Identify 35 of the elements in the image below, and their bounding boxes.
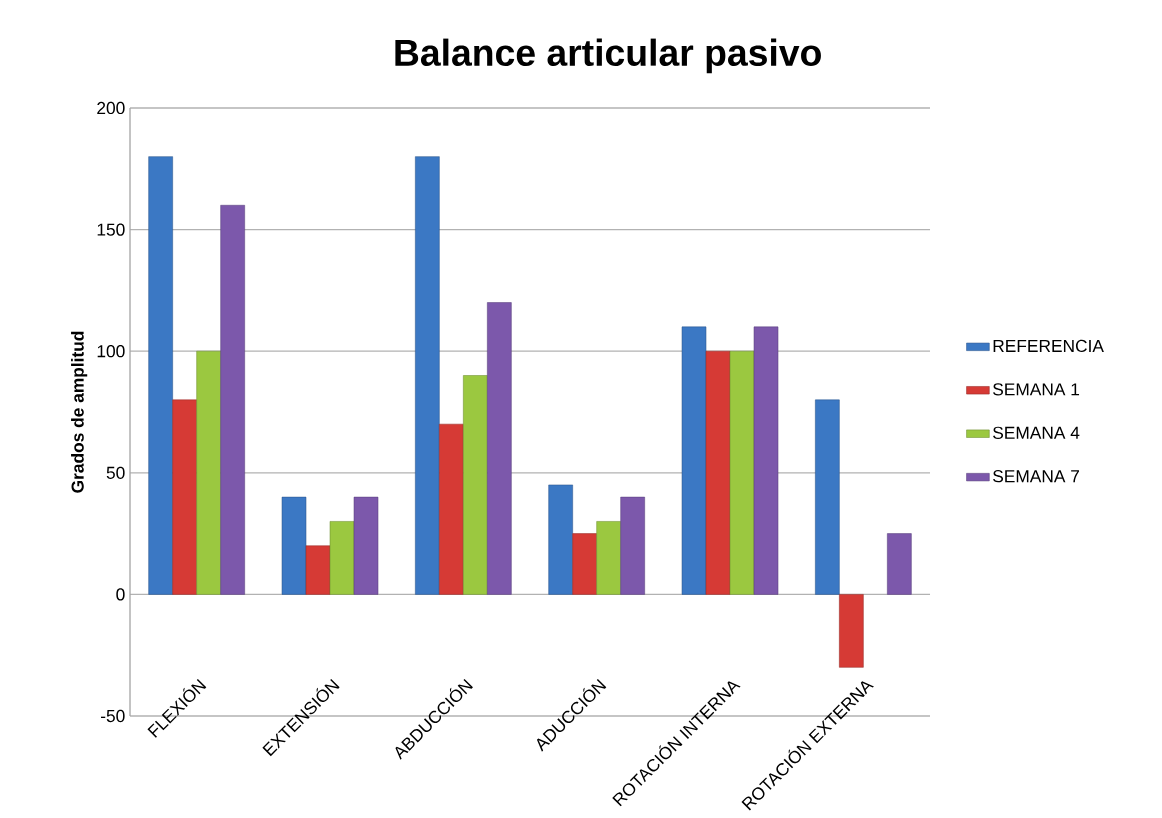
bar (439, 423, 464, 595)
y-tick-label: 0 (116, 588, 125, 601)
bar (305, 545, 331, 595)
y-axis-title: Grados de amplitud (71, 331, 88, 493)
legend-label: REFERENCIA (993, 339, 1104, 353)
bar (148, 156, 173, 595)
bar (596, 521, 621, 595)
bar (681, 326, 707, 595)
bar (172, 399, 197, 595)
bar (415, 156, 440, 595)
bar (839, 594, 864, 668)
bar (220, 205, 245, 595)
y-tick-label: 150 (97, 223, 125, 236)
y-tick-label: 200 (97, 101, 125, 115)
bar (463, 375, 488, 595)
y-tick-label: -50 (101, 709, 125, 723)
bar (815, 399, 840, 595)
bar (705, 350, 731, 595)
bar (887, 533, 912, 595)
bar (281, 496, 307, 595)
bar (620, 496, 645, 595)
legend-label: SEMANA 1 (993, 383, 1080, 396)
y-tick-label: 50 (106, 466, 125, 479)
bar (487, 302, 512, 595)
bar (572, 533, 597, 595)
legend-label: SEMANA 7 (993, 470, 1079, 483)
y-tick-label: 100 (97, 345, 125, 358)
bar (729, 350, 755, 595)
bar (196, 350, 221, 595)
bar (548, 484, 573, 595)
chart-title: Balance articular pasivo (395, 38, 821, 74)
bar (753, 326, 779, 595)
legend-label: SEMANA 4 (993, 426, 1080, 440)
bar (329, 521, 355, 595)
bar (353, 496, 379, 595)
